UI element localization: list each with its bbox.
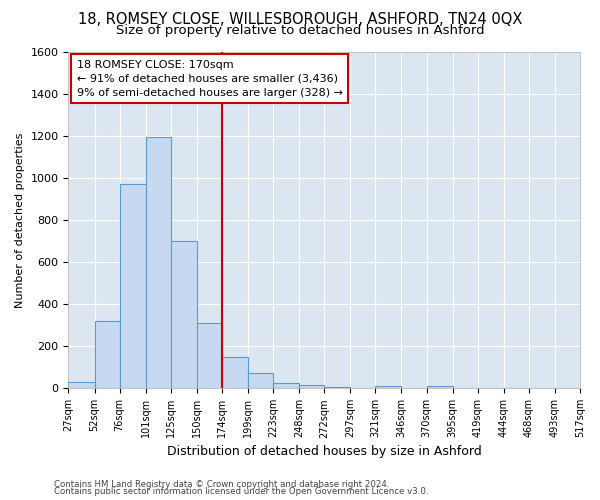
Bar (68, 382, 95, 388)
Bar (222, 357, 248, 388)
Bar (376, 386, 401, 388)
Bar (427, 386, 452, 388)
Y-axis label: Number of detached properties: Number of detached properties (15, 132, 25, 308)
Bar (197, 323, 222, 388)
Text: Size of property relative to detached houses in Ashford: Size of property relative to detached ho… (116, 24, 484, 37)
Text: 18, ROMSEY CLOSE, WILLESBOROUGH, ASHFORD, TN24 0QX: 18, ROMSEY CLOSE, WILLESBOROUGH, ASHFORD… (78, 12, 522, 28)
Bar (146, 137, 171, 388)
Bar (273, 383, 299, 388)
Text: Contains HM Land Registry data © Crown copyright and database right 2024.: Contains HM Land Registry data © Crown c… (54, 480, 389, 489)
X-axis label: Distribution of detached houses by size in Ashford: Distribution of detached houses by size … (167, 444, 482, 458)
Bar (171, 241, 197, 388)
Text: 18 ROMSEY CLOSE: 170sqm
← 91% of detached houses are smaller (3,436)
9% of semi-: 18 ROMSEY CLOSE: 170sqm ← 91% of detache… (77, 60, 343, 98)
Bar (248, 372, 273, 388)
Bar (95, 321, 119, 388)
Text: Contains public sector information licensed under the Open Government Licence v3: Contains public sector information licen… (54, 488, 428, 496)
Bar (299, 385, 324, 388)
Bar (119, 184, 146, 388)
